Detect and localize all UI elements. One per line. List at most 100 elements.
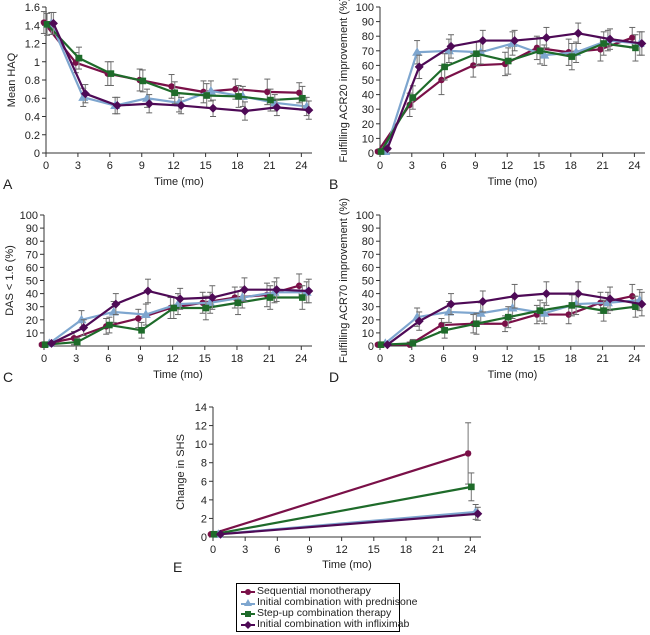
data-point — [73, 338, 81, 346]
y-axis-title: Change in SHS — [175, 434, 187, 510]
series-line — [384, 39, 640, 152]
data-point — [140, 309, 151, 319]
data-point — [43, 21, 51, 28]
chart-panel-d: 0 3 6 9 12 15 18 21 240102030405060708090100Time… — [329, 198, 647, 385]
data-point — [539, 308, 550, 317]
legend-marker-icon — [241, 610, 255, 617]
x-tick-label: 15 — [199, 160, 211, 172]
x-tick-label: 6 — [441, 353, 447, 365]
data-point — [565, 311, 572, 318]
y-tick-label: 20 — [362, 119, 374, 131]
panel-label: D — [329, 369, 339, 385]
x-tick-label: 9 — [472, 353, 478, 365]
data-point — [235, 93, 242, 100]
data-point — [504, 57, 512, 65]
x-axis-title: Time (mo) — [488, 369, 538, 381]
legend-marker-icon — [241, 620, 255, 629]
data-point — [637, 299, 647, 309]
x-tick-label: 3 — [409, 160, 415, 172]
x-tick-label: 0 — [43, 160, 49, 172]
data-point — [138, 326, 145, 334]
data-point — [438, 321, 445, 329]
y-tick-label: 50 — [362, 75, 374, 87]
x-tick-label: 18 — [565, 160, 577, 172]
data-point — [107, 70, 115, 77]
data-point — [438, 76, 445, 84]
x-tick-label: 12 — [167, 353, 179, 365]
data-point — [441, 63, 448, 71]
series-sequential-monotherapy — [207, 422, 472, 538]
series-step-up-combination-therapy — [377, 31, 639, 155]
x-tick-label: 9 — [472, 160, 478, 172]
legend-item: Step-up combination therapy — [241, 608, 395, 619]
y-tick-label: 60 — [362, 262, 374, 274]
y-tick-label: 60 — [26, 262, 38, 274]
data-point — [637, 39, 647, 48]
legend-item: Initial combination with prednisone — [241, 597, 418, 608]
data-point — [600, 40, 607, 47]
panel-label: C — [3, 369, 13, 385]
y-tick-label: 1 — [34, 57, 40, 69]
x-tick-label: 12 — [168, 160, 180, 172]
data-point — [464, 450, 472, 457]
y-axis-title: Fulfilling ACR20 improvement (%) — [338, 0, 350, 163]
x-tick-label: 21 — [432, 544, 444, 556]
x-tick-label: 9 — [137, 353, 143, 365]
data-point — [203, 92, 210, 99]
y-tick-label: 100 — [356, 210, 374, 222]
data-point — [478, 296, 488, 306]
data-point — [597, 46, 604, 53]
x-tick-label: 12 — [501, 353, 513, 365]
data-point — [210, 530, 218, 538]
data-point — [266, 294, 274, 301]
x-tick-label: 0 — [377, 160, 383, 172]
y-tick-label: 60 — [362, 60, 374, 72]
y-tick-label: 8 — [201, 458, 207, 470]
y-tick-label: 0.6 — [25, 93, 40, 105]
series-initial-combination-with-infliximab — [47, 277, 314, 348]
data-point — [382, 340, 392, 350]
data-point — [106, 321, 113, 329]
data-point — [412, 47, 423, 56]
y-tick-label: 10 — [362, 133, 374, 145]
x-tick-label: 24 — [295, 353, 307, 365]
series-step-up-combination-therapy — [43, 12, 306, 112]
legend-label: Initial combination with infliximab — [257, 618, 410, 630]
y-tick-label: 0.4 — [25, 112, 40, 124]
data-point — [507, 303, 518, 312]
x-tick-label: 18 — [565, 353, 577, 365]
y-tick-label: 0.2 — [25, 130, 40, 142]
data-point — [501, 320, 509, 327]
y-tick-label: 40 — [26, 289, 38, 301]
data-point — [629, 34, 636, 41]
data-point — [414, 316, 424, 326]
y-tick-label: 10 — [26, 328, 38, 340]
panel-label: B — [329, 176, 338, 192]
series-initial-combination-with-infliximab — [382, 22, 647, 154]
data-point — [296, 89, 303, 96]
y-tick-label: 20 — [362, 315, 374, 327]
series-initial-combination-with-prednisone — [380, 29, 645, 156]
y-tick-label: 90 — [362, 223, 374, 235]
data-point — [232, 85, 239, 93]
data-point — [202, 304, 210, 312]
y-tick-label: 100 — [20, 210, 38, 222]
series-line — [220, 512, 478, 536]
legend: Sequential monotherapy Initial combinati… — [236, 583, 418, 632]
y-tick-label: 100 — [356, 2, 374, 14]
series-initial-combination-with-infliximab — [216, 506, 483, 539]
x-tick-label: 6 — [441, 160, 447, 172]
legend-marker-icon — [241, 598, 255, 606]
data-point — [239, 285, 249, 295]
data-point — [377, 148, 385, 155]
x-tick-label: 18 — [400, 544, 412, 556]
x-tick-label: 3 — [242, 544, 248, 556]
series-step-up-combination-therapy — [41, 285, 306, 348]
y-tick-label: 30 — [362, 104, 374, 116]
data-point — [144, 99, 154, 109]
x-tick-label: 6 — [105, 353, 111, 365]
data-point — [112, 101, 122, 111]
legend-item: Sequential monotherapy — [241, 586, 395, 597]
x-tick-label: 15 — [199, 353, 211, 365]
